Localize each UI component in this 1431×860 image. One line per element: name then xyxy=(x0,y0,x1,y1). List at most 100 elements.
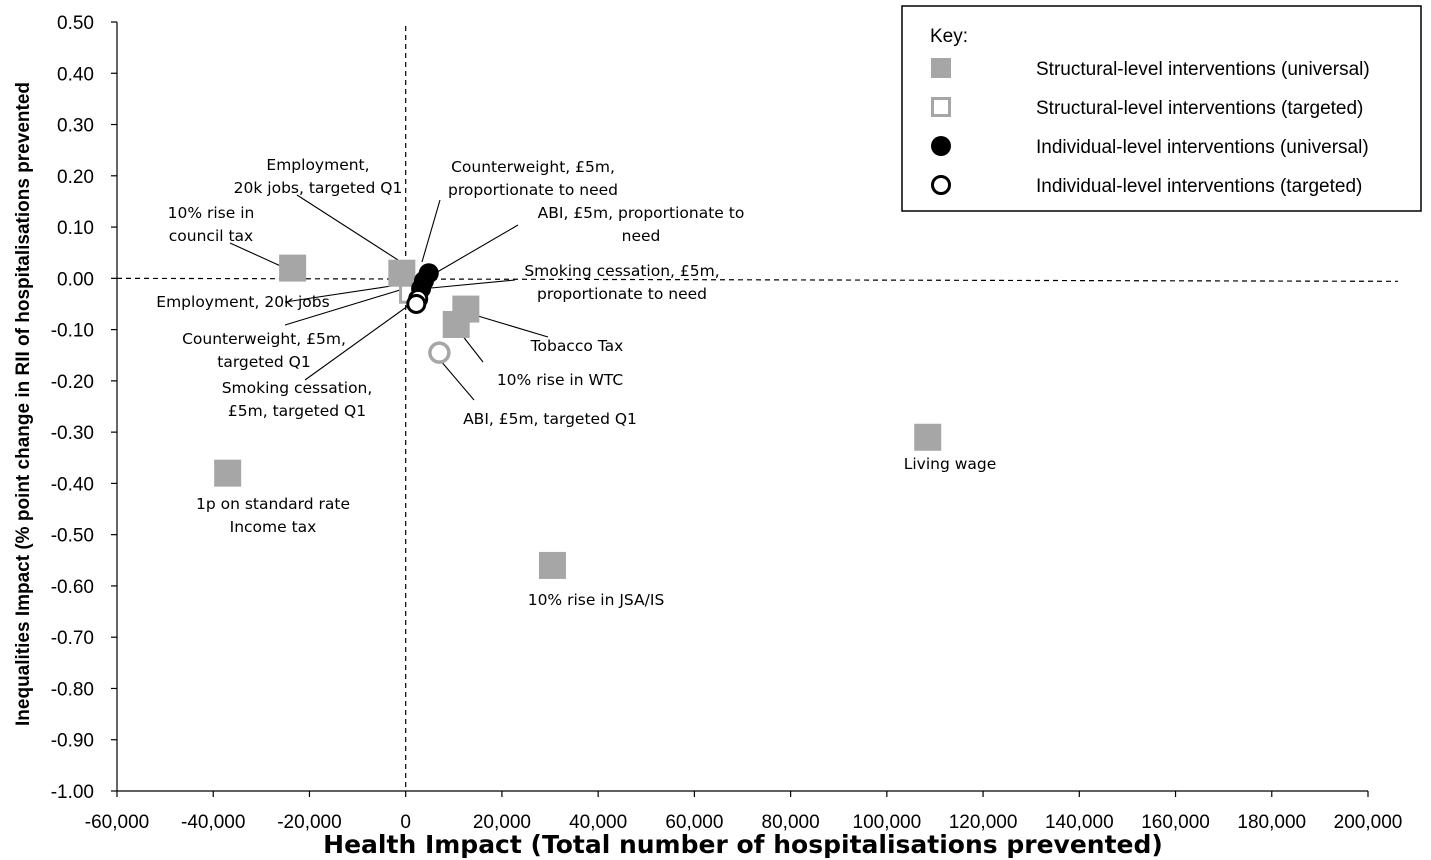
reference-lines xyxy=(116,26,1399,791)
legend-marker xyxy=(931,97,951,117)
point-annotation: Counterweight, £5m, targeted Q1 xyxy=(182,330,346,371)
point-annotation: 1p on standard rate Income tax xyxy=(196,495,350,536)
annotation-line: need xyxy=(622,227,661,245)
data-point xyxy=(442,310,470,338)
annotation-line: Income tax xyxy=(230,518,317,536)
x-tick-label: 80,000 xyxy=(762,812,820,833)
annotation-line: ABI, £5m, targeted Q1 xyxy=(463,410,637,428)
point-annotation: Living wage xyxy=(904,455,997,473)
annotation-line: Smoking cessation, £5m, xyxy=(524,262,719,280)
x-tick-label: 120,000 xyxy=(949,812,1018,833)
annotation-line: Counterweight, £5m, xyxy=(451,158,615,176)
x-axis-label: Health Impact (Total number of hospitali… xyxy=(323,830,1163,859)
point-annotation: Counterweight, £5m, proportionate to need xyxy=(448,158,618,199)
legend: Key: Structural-level interventions (uni… xyxy=(901,5,1422,212)
annotation-line: Employment, 20k jobs xyxy=(156,293,329,311)
y-tick-label: -0.10 xyxy=(51,321,94,342)
annotation-line: 10% rise in WTC xyxy=(497,371,623,389)
point-annotation: 10% rise in council tax xyxy=(168,204,255,245)
annotation-line: Tobacco Tax xyxy=(530,337,624,355)
point-annotation: Employment, 20k jobs xyxy=(156,293,329,311)
point-annotation: ABI, £5m, proportionate to need xyxy=(538,204,745,245)
point-annotation: Smoking cessation, £5m, targeted Q1 xyxy=(222,379,373,420)
annotation-line: Counterweight, £5m, xyxy=(182,330,346,348)
x-tick-label: 180,000 xyxy=(1237,812,1306,833)
y-tick-label: -0.30 xyxy=(51,423,94,444)
annotation-line: targeted Q1 xyxy=(217,353,311,371)
annotation-line: 1p on standard rate xyxy=(196,495,350,513)
x-tick-label: 200,000 xyxy=(1334,812,1403,833)
legend-label: Individual-level interventions (universa… xyxy=(1036,137,1369,158)
x-tick-label: 20,000 xyxy=(473,812,531,833)
y-tick-label: 0.00 xyxy=(57,269,94,290)
y-tick-label: 0.10 xyxy=(57,218,94,239)
y-tick-label: -1.00 xyxy=(51,782,94,803)
y-tick-label: -0.90 xyxy=(51,731,94,752)
annotation-line: proportionate to need xyxy=(448,181,618,199)
leader-line xyxy=(430,279,516,289)
point-annotation: Smoking cessation, £5m, proportionate to … xyxy=(524,262,719,303)
annotation-line: Smoking cessation, xyxy=(222,379,373,397)
point-annotation: 10% rise in WTC xyxy=(497,371,623,389)
leader-line xyxy=(467,312,549,338)
annotation-line: 10% rise in xyxy=(168,204,255,222)
x-tick-label: 40,000 xyxy=(569,812,627,833)
y-tick-label: -0.60 xyxy=(51,577,94,598)
y-zero-line xyxy=(116,277,1399,282)
annotation-line: proportionate to need xyxy=(537,285,707,303)
x-tick-label: -60,000 xyxy=(85,812,149,833)
annotation-line: Employment, xyxy=(266,156,369,174)
data-point xyxy=(279,254,307,282)
legend-box xyxy=(901,5,1422,212)
data-markers xyxy=(214,254,942,579)
x-tick-label: -20,000 xyxy=(277,812,341,833)
x-tick-label: 0 xyxy=(400,812,411,833)
axes: 0.50 0.40 0.30 0.20 0.10 0.00 -0.10 -0.20 -0.30 -… xyxy=(51,13,1403,833)
x-tick-label: 140,000 xyxy=(1045,812,1114,833)
annotation-line: council tax xyxy=(169,227,253,245)
data-point xyxy=(406,293,427,314)
data-point xyxy=(388,259,416,287)
y-tick-label: -0.70 xyxy=(51,628,94,649)
y-tick-label: -0.80 xyxy=(51,679,94,700)
legend-label: Individual-level interventions (targeted… xyxy=(1036,176,1362,197)
legend-marker xyxy=(931,175,951,195)
point-annotation: ABI, £5m, targeted Q1 xyxy=(463,410,637,428)
data-point xyxy=(538,551,566,579)
legend-title: Key: xyxy=(930,26,968,47)
data-point xyxy=(914,423,942,451)
y-tick-label: 0.30 xyxy=(57,116,94,137)
point-annotation: 10% rise in JSA/IS xyxy=(528,591,665,609)
leader-line xyxy=(284,289,401,326)
data-point xyxy=(214,459,242,487)
leader-line xyxy=(296,194,399,261)
leader-line xyxy=(426,224,519,279)
point-annotation: Employment, 20k jobs, targeted Q1 xyxy=(234,156,403,197)
legend-label: Structural-level interventions (universa… xyxy=(1036,59,1370,80)
y-tick-label: -0.40 xyxy=(51,474,94,495)
y-tick-label: 0.20 xyxy=(57,167,94,188)
leader-line xyxy=(439,359,475,401)
leader-lines xyxy=(229,194,549,401)
annotation-line: £5m, targeted Q1 xyxy=(228,402,366,420)
x-tick-label: 160,000 xyxy=(1141,812,1210,833)
annotation-line: ABI, £5m, proportionate to xyxy=(538,204,745,222)
leader-line xyxy=(304,302,413,381)
legend-marker xyxy=(931,136,951,156)
legend-marker xyxy=(931,58,951,78)
leader-line xyxy=(421,199,441,263)
annotation-line: Living wage xyxy=(904,455,997,473)
y-axis-label: Inequalities Impact (% point change in R… xyxy=(13,82,34,726)
point-annotation: Tobacco Tax xyxy=(530,337,624,355)
x-tick-label: 100,000 xyxy=(853,812,922,833)
annotation-line: 10% rise in JSA/IS xyxy=(528,591,665,609)
x-tick-label: -40,000 xyxy=(181,812,245,833)
data-point xyxy=(428,341,451,364)
legend-label: Structural-level interventions (targeted… xyxy=(1036,98,1363,119)
leader-line xyxy=(284,284,399,303)
annotation-line: 20k jobs, targeted Q1 xyxy=(234,179,403,197)
y-tick-label: 0.50 xyxy=(57,13,94,34)
y-tick-label: -0.50 xyxy=(51,526,94,547)
leader-line xyxy=(229,242,286,269)
